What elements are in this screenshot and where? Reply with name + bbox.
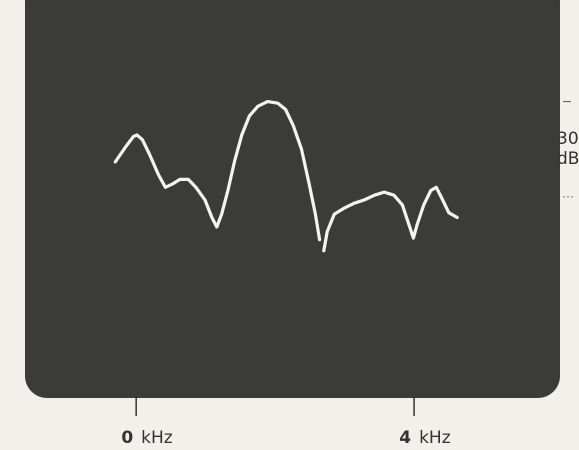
scale-value: 30 — [557, 129, 579, 149]
scope-chart: 0 kHz 4 kHz 30dB — [0, 0, 579, 450]
x-tick-label: 0 — [121, 428, 133, 448]
x-unit: kHz — [419, 428, 451, 448]
screen — [25, 0, 560, 398]
x-unit: kHz — [141, 428, 173, 448]
x-tick-label: 4 — [399, 428, 411, 448]
scale-unit: dB — [557, 149, 579, 169]
